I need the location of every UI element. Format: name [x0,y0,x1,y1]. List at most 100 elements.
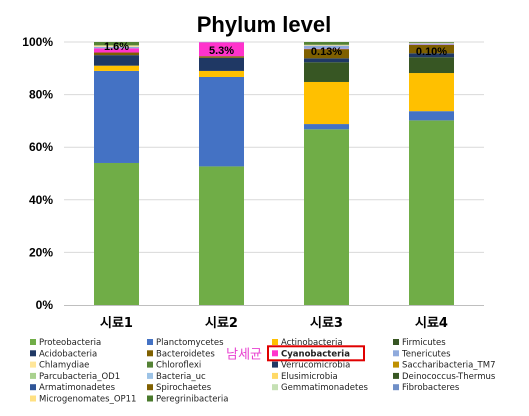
legend-entry: Peregrinibacteria [156,395,229,405]
bar-segment-tenericutes [304,45,349,49]
legend-entry: Firmicutes [402,338,446,348]
bar-segment-tenericutes [94,46,139,49]
legend-entry: Acidobacteria [39,349,97,359]
bar-segment-proteobacteria [199,166,244,305]
bar-segment-actinobacteria [199,70,244,77]
legend-entry: Fibrobacteres [402,383,460,393]
bars [94,42,454,306]
legend-swatch [30,339,36,345]
chart-title: Phylum level [197,12,332,37]
bar-segment-acidobacteria [304,58,349,63]
legend-entry: Microgenomates_OP11 [39,395,136,405]
x-tick-label: 시료1 [100,316,133,331]
bar-segment-proteobacteria [94,162,139,305]
legend-entry: Tenericutes [401,349,451,359]
bar-segment-actinobacteria [304,81,349,125]
legend-swatch [30,395,36,402]
legend-swatch [147,361,153,368]
bar-segment-cyanobacteria [199,42,244,57]
x-tick-label: 시료3 [310,316,343,331]
bar-segment-planctomycetes [199,76,244,167]
data-label: 1.6% [104,41,129,53]
data-label: 0.13% [311,46,342,58]
bar-segment-chlamydiae [304,44,349,46]
legend-swatch [147,384,153,391]
bar-segment-planctomycetes [94,70,139,163]
data-labels: 1.6% 5.3% 0.13% 0.10% [104,41,447,58]
legend-entry: Bacteroidetes [156,349,215,359]
legend-swatch [147,350,153,357]
bar-segment-bacteroidetes [199,56,244,58]
legend-entry: Elusimicrobia [281,372,338,382]
legend-swatch [30,384,36,391]
y-tick-label: 100% [22,35,53,49]
legend-entry: Parcubacteria_OD1 [39,372,120,382]
legend-swatch [272,372,278,379]
bar-segment-chlamydiae [409,42,454,44]
bar-segment-bacteroidetes [409,44,454,54]
bar-segment-chlamydiae [94,45,139,47]
bar-segment-planctomycetes [409,111,454,121]
bar-segment-actinobacteria [409,73,454,112]
bar-segment-acidobacteria [94,55,139,66]
x-tick-label: 시료4 [415,316,448,331]
legend-swatch [30,372,36,379]
legend-swatch [147,372,153,379]
x-tick-label: 시료2 [205,316,238,331]
legend-swatch [30,350,36,357]
bar-segment-cyanobacteria [94,48,139,53]
legend: Proteobacteria Planctomycetes Actinobacter… [30,338,496,405]
data-label: 0.10% [416,46,447,58]
legend-entry: Armatimonadetes [39,383,116,393]
legend-swatch [272,384,278,391]
bar-segment-tenericutes [409,43,454,45]
bar-segment-actinobacteria [94,65,139,71]
legend-swatch [272,350,278,357]
bar-segment-chloroflexi [94,42,139,46]
annotation-note: 남세균 [226,347,262,362]
data-label: 5.3% [209,45,234,57]
bar-segment-planctomycetes [304,124,349,130]
legend-entry: Actinobacteria [281,338,343,348]
bar-segment-firmicutes [304,62,349,82]
legend-swatch [393,339,399,345]
legend-swatch [272,339,278,345]
legend-swatch [147,395,153,402]
legend-swatch [393,350,399,357]
legend-entry: Chloroflexi [156,361,201,371]
y-tick-label: 80% [29,88,53,102]
bar-segment-acidobacteria [409,53,454,58]
legend-entry: Cyanobacteria [281,349,350,359]
legend-swatch [272,361,278,368]
y-tick-label: 40% [29,193,53,207]
legend-swatch [147,339,153,345]
bar-segment-acidobacteria [199,57,244,71]
bar-segment-chloroflexi [409,42,454,43]
legend-entry: Verrucomicrobia [281,361,350,371]
legend-entry: Bacteria_uc [156,372,206,382]
legend-entry: Deinococcus-Thermus [402,372,496,382]
y-tick-label: 0% [36,298,54,312]
legend-entry: Chlamydiae [39,361,89,371]
legend-swatch [393,384,399,391]
bar-segment-bacteroidetes [304,49,349,59]
legend-entry: Planctomycetes [156,338,224,348]
bar-segment-proteobacteria [409,120,454,306]
highlight-box [267,345,365,362]
legend-entry: Gemmatimonadetes [281,383,369,393]
legend-swatch [30,361,36,368]
legend-entry: Spirochaetes [156,383,212,393]
legend-swatch [393,361,399,368]
y-tick-label: 60% [29,140,53,154]
legend-entry: Saccharibacteria_TM7 [402,361,496,371]
bar-segment-firmicutes [409,57,454,74]
bar-segment-proteobacteria [304,129,349,305]
legend-swatch [393,372,399,379]
x-axis: 시료1 시료2 시료3 시료4 [100,316,448,331]
bar-segment-chloroflexi [304,42,349,45]
legend-entry: Proteobacteria [39,338,101,348]
y-tick-label: 20% [29,245,53,259]
bar-segment-bacteroidetes [94,52,139,56]
y-axis: 0% 20% 40% 60% 80% 100% [22,35,53,312]
